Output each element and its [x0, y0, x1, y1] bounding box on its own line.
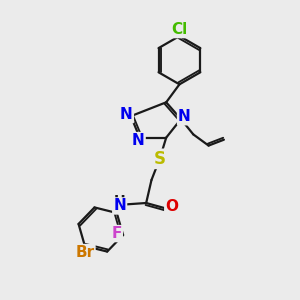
Text: N: N [178, 109, 191, 124]
Text: Br: Br [75, 245, 94, 260]
Text: O: O [165, 199, 178, 214]
Text: F: F [111, 226, 122, 241]
Text: N: N [120, 107, 133, 122]
Text: N: N [132, 133, 145, 148]
Text: Cl: Cl [171, 22, 188, 37]
Text: S: S [154, 150, 166, 168]
Text: N: N [113, 198, 126, 213]
Text: H: H [114, 194, 125, 208]
